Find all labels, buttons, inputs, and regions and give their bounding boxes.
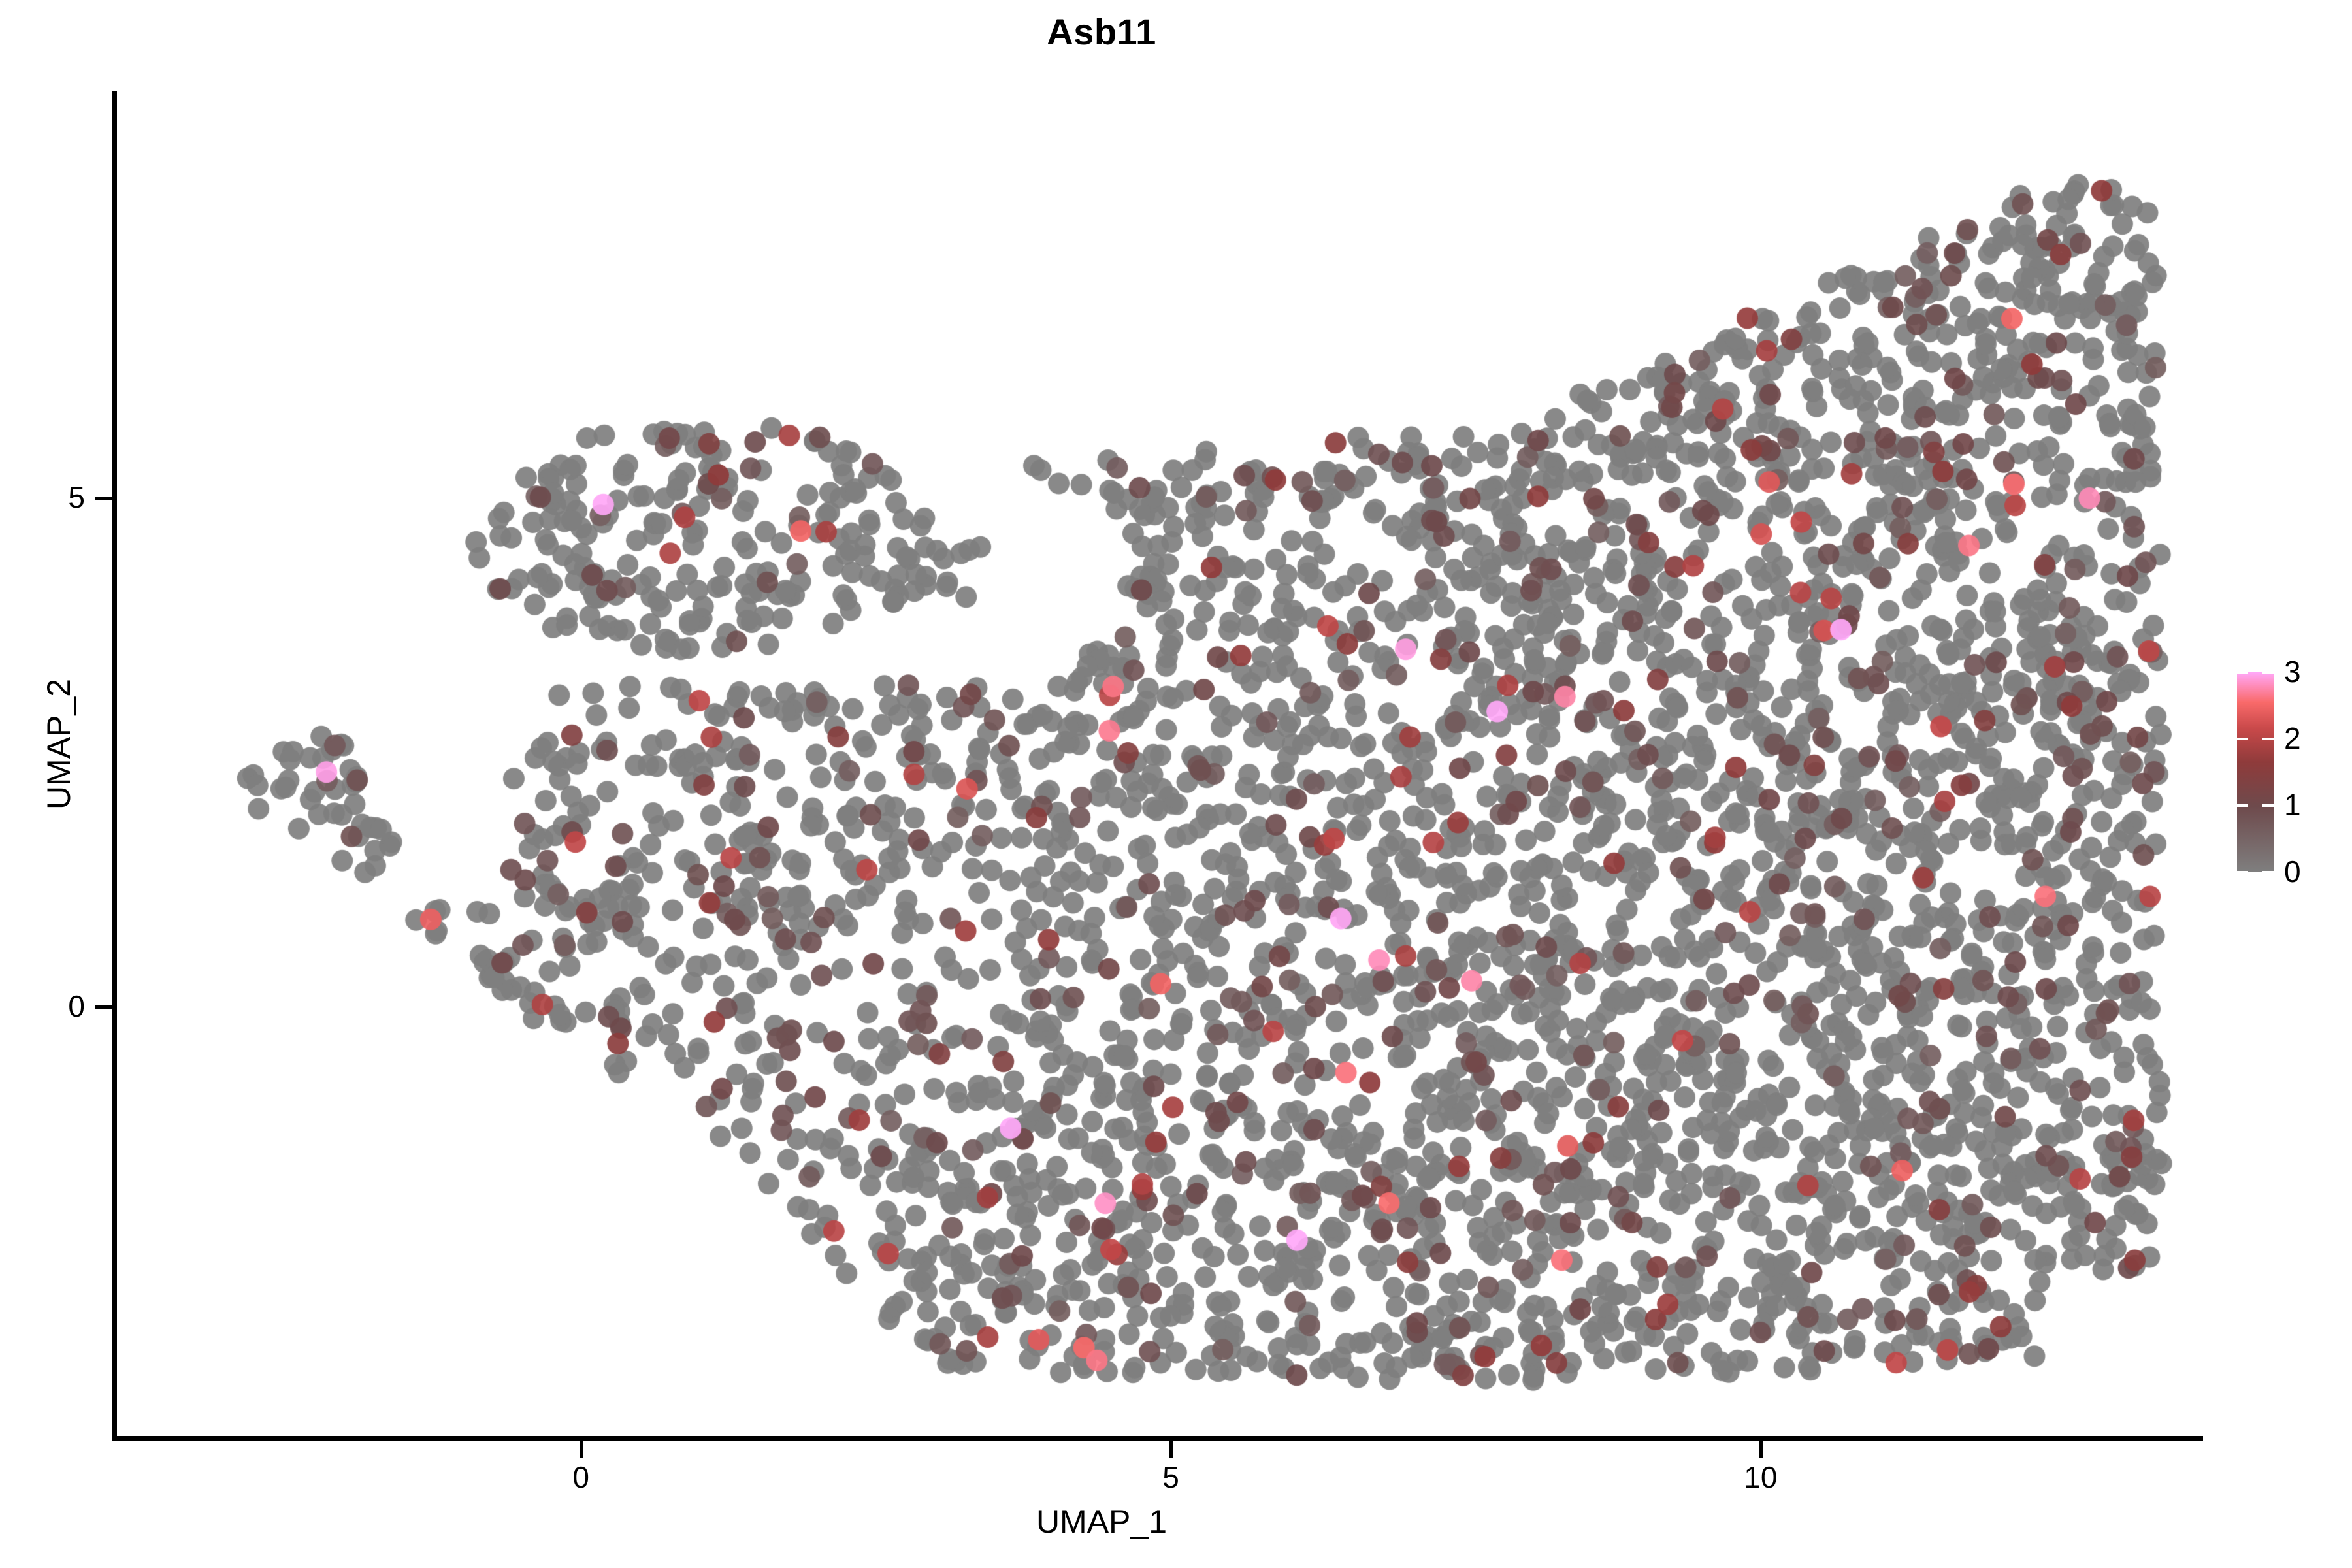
colorbar-tick-label: 1	[2284, 788, 2301, 822]
x-tick-mark	[580, 1441, 583, 1458]
y-tick-label: 5	[68, 480, 85, 515]
colorbar-tick-label: 0	[2284, 855, 2301, 889]
colorbar-legend[interactable]: 3 2 1 0	[2228, 657, 2339, 895]
colorbar-tick-label: 3	[2284, 655, 2301, 689]
colorbar-tick-mark	[2262, 671, 2274, 674]
x-tick-label: 0	[572, 1460, 590, 1494]
colorbar-tick-mark	[2262, 738, 2274, 740]
y-axis-line	[112, 91, 117, 1439]
x-tick-mark	[1759, 1441, 1763, 1458]
colorbar-tick-mark	[2237, 671, 2248, 674]
x-tick-label: 5	[1162, 1460, 1179, 1494]
colorbar-tick-mark	[2237, 804, 2248, 807]
colorbar-gradient	[2237, 672, 2274, 872]
x-tick-mark	[1169, 1441, 1173, 1458]
y-axis-title: UMAP_2	[41, 678, 77, 810]
x-axis-line	[112, 1436, 2203, 1441]
colorbar-tick-mark	[2262, 871, 2274, 874]
colorbar-tick-mark	[2262, 804, 2274, 807]
page-title: Asb11	[1047, 11, 1156, 52]
x-axis-title: UMAP_1	[1036, 1503, 1168, 1540]
x-tick-label: 10	[1744, 1460, 1778, 1494]
colorbar-tick-label: 2	[2284, 721, 2301, 755]
scatter-points-layer	[115, 91, 2203, 1439]
colorbar-tick-mark	[2237, 871, 2248, 874]
colorbar-tick-mark	[2237, 738, 2248, 740]
y-tick-mark	[95, 1005, 112, 1009]
scatter-plot-panel[interactable]	[115, 91, 2203, 1439]
y-tick-label: 0	[68, 988, 85, 1023]
y-tick-mark	[95, 497, 112, 500]
